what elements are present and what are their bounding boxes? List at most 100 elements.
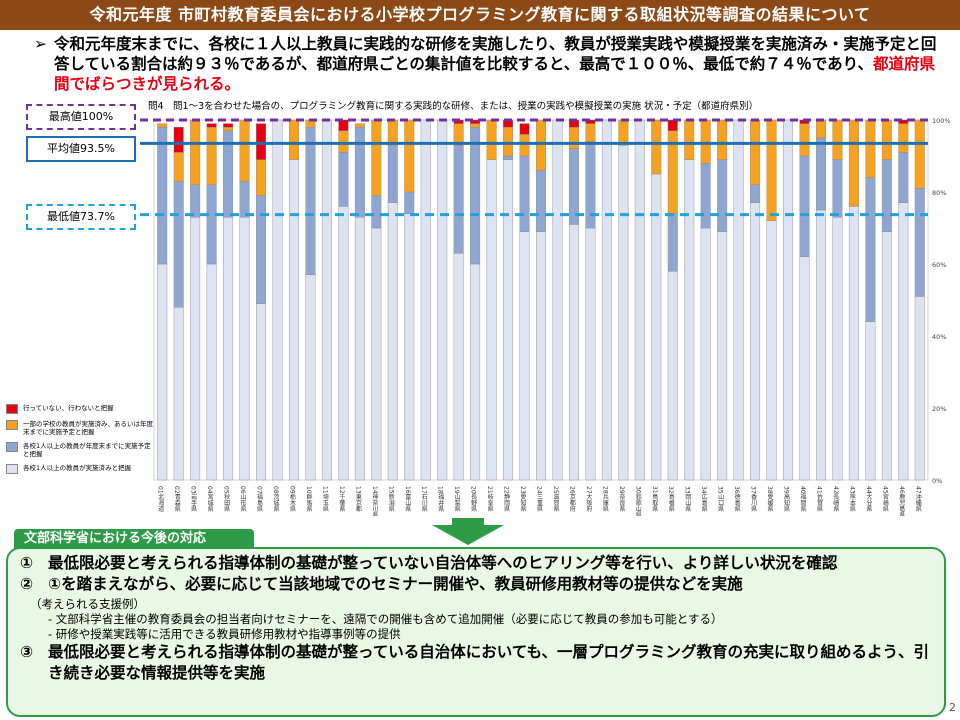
chart-title: 問4 問1～3を合わせた場合の、プログラミング教育に関する実践的な研修、または、… [148, 101, 759, 112]
action-item-number: ③ [20, 643, 34, 661]
x-tick-label: 13東京都 [354, 486, 361, 513]
bar-segment-done [848, 206, 859, 481]
action-item-3: ③ 最低限必要と考えられる指導体制の基礎が整っている自治体においても、一層プログラ… [20, 642, 936, 684]
bar-segment-partial [766, 119, 777, 222]
legend-item-planned: 各校1人以上の教員が年度末までに実施予定と把握 [6, 442, 154, 458]
bar-segment-planned [256, 195, 267, 304]
x-tick-label: 11埼玉県 [321, 486, 328, 513]
x-tick-label: 40福岡県 [799, 486, 806, 513]
x-tick-label: 44大分県 [865, 486, 872, 513]
bar-segment-partial [289, 119, 299, 160]
bar-segment-planned [700, 162, 711, 229]
x-tick-label: 15新潟県 [387, 486, 394, 513]
x-tick-label: 47沖縄県 [914, 486, 921, 513]
bar-segment-not-done [898, 119, 909, 124]
bar-segment-done [667, 270, 678, 481]
x-tick-label: 34広島県 [700, 486, 707, 513]
x-tick-label: 19山梨県 [453, 486, 460, 513]
bar-segment-partial [338, 130, 349, 153]
x-tick-label: 32島根県 [667, 486, 674, 513]
bar-segment-done [733, 119, 744, 481]
x-tick-label: 09栃木県 [288, 486, 295, 513]
bar-segment-planned [338, 152, 349, 207]
bar-segment-planned [865, 177, 876, 322]
action-section-tab: 文部科学省における今後の対応 [14, 529, 254, 549]
x-tick-label: 10群馬県 [305, 486, 312, 513]
bar-segment-partial [750, 119, 761, 186]
bar-segment-partial [239, 119, 250, 182]
x-tick-label: 22静岡県 [503, 486, 510, 513]
bar-segment-done [536, 231, 546, 481]
bar-segment-done [799, 256, 810, 481]
x-tick-label: 16富山県 [404, 486, 411, 513]
bar-segment-done [420, 119, 431, 481]
stacked-bar-chart: 0% 20% 40% 60% 80% 100% 01北海道 02青森県 03岩手県 04宮城県 05… [140, 117, 951, 516]
bar-segment-done [223, 216, 234, 481]
bar-segment-not-done [223, 123, 234, 128]
x-tick-label: 37香川県 [750, 486, 757, 513]
bar-segment-planned [206, 184, 217, 265]
bar-segment-done [898, 202, 909, 481]
bar-segment-partial [387, 119, 398, 146]
bar-segment-partial [881, 119, 892, 160]
x-tick-label: 21岐阜県 [486, 486, 493, 513]
bar-segment-done [700, 227, 711, 481]
bar-segment-partial [700, 119, 711, 164]
action-item-number: ① [20, 554, 34, 572]
bar-segment-done [750, 202, 761, 481]
bar-segment-planned [503, 155, 514, 160]
bar-segment-partial [815, 119, 826, 139]
bar-segment-done [404, 213, 415, 481]
bar-segment-partial [157, 123, 168, 128]
bar-segment-done [914, 296, 925, 481]
x-tick-label: 26京都府 [568, 486, 575, 513]
bar-segment-done [272, 119, 283, 481]
bar-segment-partial [651, 119, 662, 175]
bar-segment-not-done [519, 123, 530, 135]
x-tick-label: 41佐賀県 [815, 486, 822, 513]
bar-segment-partial [256, 159, 267, 196]
bar-segment-done [651, 173, 662, 481]
x-tick-label: 27大阪府 [585, 486, 592, 513]
legend-swatch [6, 442, 18, 452]
bar-segment-done [190, 216, 201, 481]
x-tick-label: 04宮城県 [206, 486, 213, 513]
x-tick-label: 25滋賀県 [552, 486, 559, 513]
bar-segment-done [634, 119, 645, 481]
slide-title: 令和元年度 市町村教育委員会における小学校プログラミング教育に関する取組状況等調… [0, 0, 960, 30]
x-tick-label: 08茨城県 [272, 486, 279, 513]
bar-segment-partial [536, 119, 546, 171]
bar-segment-done [289, 159, 299, 481]
legend-item-partial: 一部の学校の教員が実施済み、あるいは年度末までに実施予定と把握 [6, 420, 154, 436]
bar-segment-planned [717, 159, 728, 232]
bar-segment-done [305, 274, 316, 481]
bar-segment-partial [371, 119, 382, 196]
bar-segment-planned [815, 137, 826, 211]
bar-segment-done [865, 321, 876, 481]
bar-segment-done [354, 216, 365, 481]
bar-segment-done [371, 227, 382, 481]
bar-segment-planned [305, 127, 316, 276]
x-tick-label: 38愛媛県 [766, 486, 773, 513]
down-arrow-icon [432, 525, 504, 545]
action-section: ① 最低限必要と考えられる指導体制の基礎が整っていない自治体等へのヒアリング等を行… [6, 547, 946, 717]
bar-segment-planned [157, 127, 168, 265]
bar-segment-done [783, 119, 793, 481]
y-tick-label: 80% [932, 189, 946, 197]
support-examples-heading: （考えられる支援例） [30, 597, 145, 611]
chart-legend: 行っていない、行わないと把握 一部の学校の教員が実施済み、あるいは年度末までに実… [6, 404, 154, 480]
bar-segment-planned [354, 127, 365, 218]
bar-segment-done [321, 119, 332, 481]
bar-segment-planned [371, 195, 382, 229]
legend-swatch [6, 404, 18, 414]
x-tick-label: 30和歌山県 [634, 486, 641, 516]
bar-segment-done [717, 231, 728, 481]
x-tick-label: 39高知県 [783, 486, 790, 513]
bar-segment-partial [898, 123, 909, 153]
bar-segment-partial [404, 119, 415, 193]
bar-segment-not-done [667, 119, 678, 132]
bar-segment-done [601, 119, 612, 481]
x-tick-label: 31鳥取県 [651, 486, 658, 513]
action-item-1: ① 最低限必要と考えられる指導体制の基礎が整っていない自治体等へのヒアリング等を行… [20, 553, 936, 574]
bar-segment-planned [799, 155, 810, 258]
